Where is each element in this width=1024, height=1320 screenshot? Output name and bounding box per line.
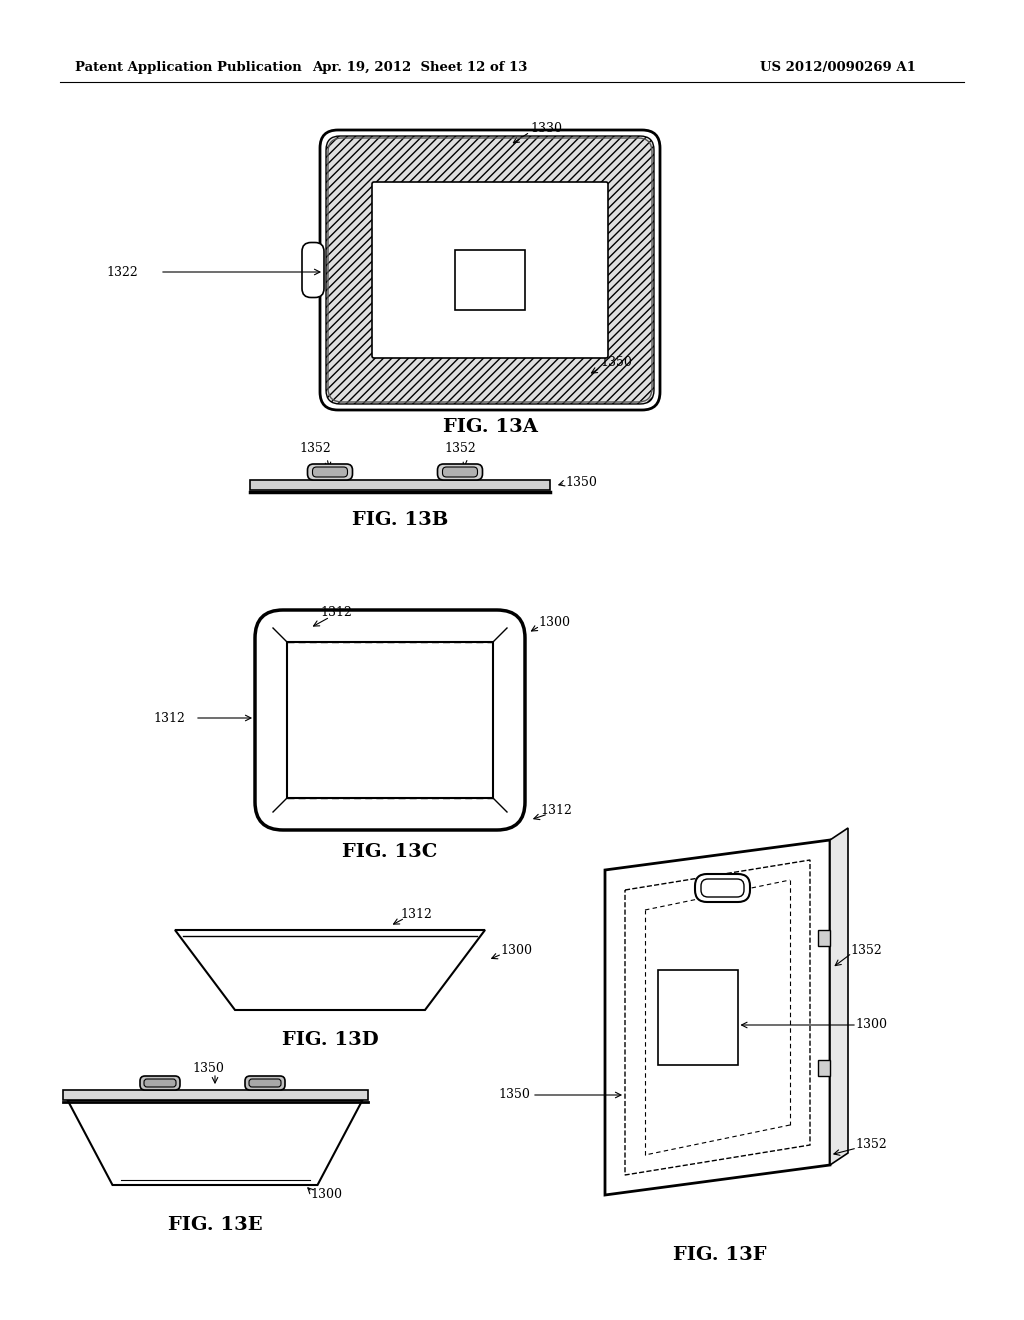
Text: US 2012/0090269 A1: US 2012/0090269 A1	[760, 62, 915, 74]
Text: FIG. 13E: FIG. 13E	[168, 1216, 262, 1234]
Text: FIG. 13A: FIG. 13A	[442, 418, 538, 436]
FancyBboxPatch shape	[695, 874, 750, 902]
Text: 1312: 1312	[540, 804, 571, 817]
Text: FIG. 13F: FIG. 13F	[673, 1246, 767, 1265]
Text: 1352: 1352	[299, 442, 331, 455]
Text: 1352: 1352	[850, 944, 882, 957]
FancyBboxPatch shape	[319, 129, 660, 411]
Bar	[250, 480, 550, 490]
FancyBboxPatch shape	[144, 1078, 176, 1086]
Text: 1312: 1312	[154, 711, 185, 725]
Bar	[818, 1060, 830, 1076]
Text: 1300: 1300	[855, 1019, 887, 1031]
FancyBboxPatch shape	[437, 465, 482, 480]
FancyBboxPatch shape	[249, 1078, 281, 1086]
Bar	[818, 929, 830, 945]
FancyBboxPatch shape	[255, 610, 525, 830]
FancyBboxPatch shape	[245, 1076, 285, 1090]
Text: Patent Application Publication: Patent Application Publication	[75, 62, 302, 74]
FancyBboxPatch shape	[312, 467, 347, 477]
Text: FIG. 13D: FIG. 13D	[282, 1031, 379, 1049]
Text: 1300: 1300	[310, 1188, 342, 1201]
Text: FIG. 13C: FIG. 13C	[342, 843, 437, 861]
Text: 1312: 1312	[400, 908, 432, 921]
Bar	[62, 1090, 368, 1100]
FancyBboxPatch shape	[326, 136, 654, 404]
Text: 1322: 1322	[106, 265, 138, 279]
Text: 1350: 1350	[498, 1089, 530, 1101]
Polygon shape	[605, 840, 830, 1195]
FancyBboxPatch shape	[302, 243, 324, 297]
FancyBboxPatch shape	[372, 182, 608, 358]
Text: 1352: 1352	[444, 442, 476, 455]
Polygon shape	[175, 931, 485, 1010]
Text: 1300: 1300	[538, 615, 570, 628]
Text: FIG. 13B: FIG. 13B	[352, 511, 449, 529]
Text: 1350: 1350	[193, 1061, 224, 1074]
Bar	[455, 249, 525, 310]
Text: 1300: 1300	[500, 944, 532, 957]
Text: 1350: 1350	[600, 356, 632, 370]
Text: 1352: 1352	[855, 1138, 887, 1151]
Text: 1330: 1330	[530, 121, 562, 135]
FancyBboxPatch shape	[701, 879, 744, 898]
FancyBboxPatch shape	[140, 1076, 180, 1090]
Text: Apr. 19, 2012  Sheet 12 of 13: Apr. 19, 2012 Sheet 12 of 13	[312, 62, 527, 74]
FancyBboxPatch shape	[442, 467, 477, 477]
Polygon shape	[830, 828, 848, 1166]
Bar	[657, 970, 737, 1065]
Bar	[287, 642, 493, 799]
Text: 1312: 1312	[319, 606, 352, 619]
Text: 1350: 1350	[565, 477, 597, 490]
Polygon shape	[68, 1100, 362, 1185]
FancyBboxPatch shape	[307, 465, 352, 480]
